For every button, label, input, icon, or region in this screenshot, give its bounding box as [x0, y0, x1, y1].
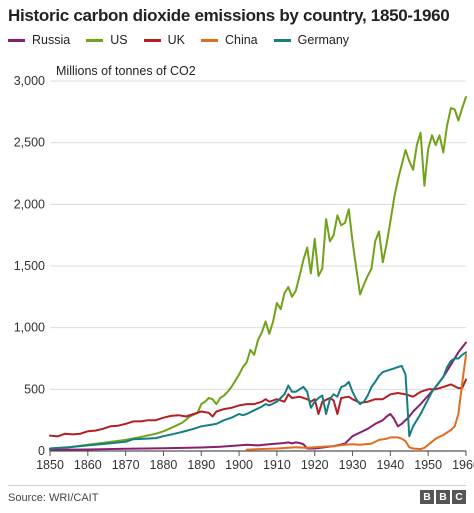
x-tick-label: 1870: [112, 458, 140, 472]
legend-label-us: US: [110, 33, 128, 47]
chart-legend: Russia US UK China Germany: [8, 33, 365, 47]
series-line-uk: [49, 378, 467, 438]
series-line-russia: [49, 341, 467, 451]
legend-item-us: US: [86, 33, 128, 47]
legend-swatch-uk: [143, 38, 161, 42]
y-axis-label: Millions of tonnes of CO2: [56, 64, 196, 78]
chart-title: Historic carbon dioxide emissions by cou…: [8, 6, 450, 25]
legend-swatch-china: [200, 38, 218, 42]
legend-label-germany: Germany: [297, 33, 350, 47]
bbc-logo-letter: B: [420, 490, 434, 504]
legend-swatch-us: [86, 38, 104, 42]
y-tick-label: 2,500: [14, 136, 45, 150]
x-tick-label: 1960: [452, 458, 474, 472]
legend-item-germany: Germany: [273, 33, 350, 47]
legend-swatch-russia: [8, 38, 25, 42]
legend-label-russia: Russia: [32, 33, 71, 47]
footer-divider: [8, 485, 466, 486]
series-line-china: [245, 353, 467, 451]
legend-swatch-germany: [273, 38, 291, 42]
x-tick-label: 1900: [225, 458, 253, 472]
x-tick-label: 1850: [36, 458, 64, 472]
x-tick-label: 1950: [414, 458, 442, 472]
x-tick-label: 1890: [187, 458, 215, 472]
x-tick-label: 1880: [150, 458, 178, 472]
bbc-logo-letter: B: [436, 490, 450, 504]
y-tick-label: 1,500: [14, 259, 45, 273]
bbc-logo-letter: C: [452, 490, 466, 504]
y-tick-label: 2,000: [14, 197, 45, 211]
series-line-germany: [49, 351, 467, 450]
legend-label-uk: UK: [167, 33, 185, 47]
x-tick-label: 1940: [376, 458, 404, 472]
x-tick-label: 1860: [74, 458, 102, 472]
y-tick-label: 3,000: [14, 74, 45, 88]
legend-label-china: China: [224, 33, 258, 47]
y-tick-label: 0: [38, 444, 45, 458]
legend-item-uk: UK: [143, 33, 185, 47]
legend-item-russia: Russia: [8, 33, 70, 47]
series-line-us: [49, 96, 467, 450]
x-tick-label: 1910: [263, 458, 291, 472]
line-chart: 0 500 1,000 1,500 2,000 2,500 3,000 Millions of…: [14, 64, 474, 472]
legend-item-china: China: [200, 33, 258, 47]
y-tick-label: 500: [24, 382, 45, 396]
x-tick-label: 1930: [339, 458, 367, 472]
x-tick-label: 1920: [301, 458, 329, 472]
bbc-logo: B B C: [418, 490, 466, 504]
y-tick-label: 1,000: [14, 321, 45, 335]
source-note: Source: WRI/CAIT: [8, 492, 99, 504]
